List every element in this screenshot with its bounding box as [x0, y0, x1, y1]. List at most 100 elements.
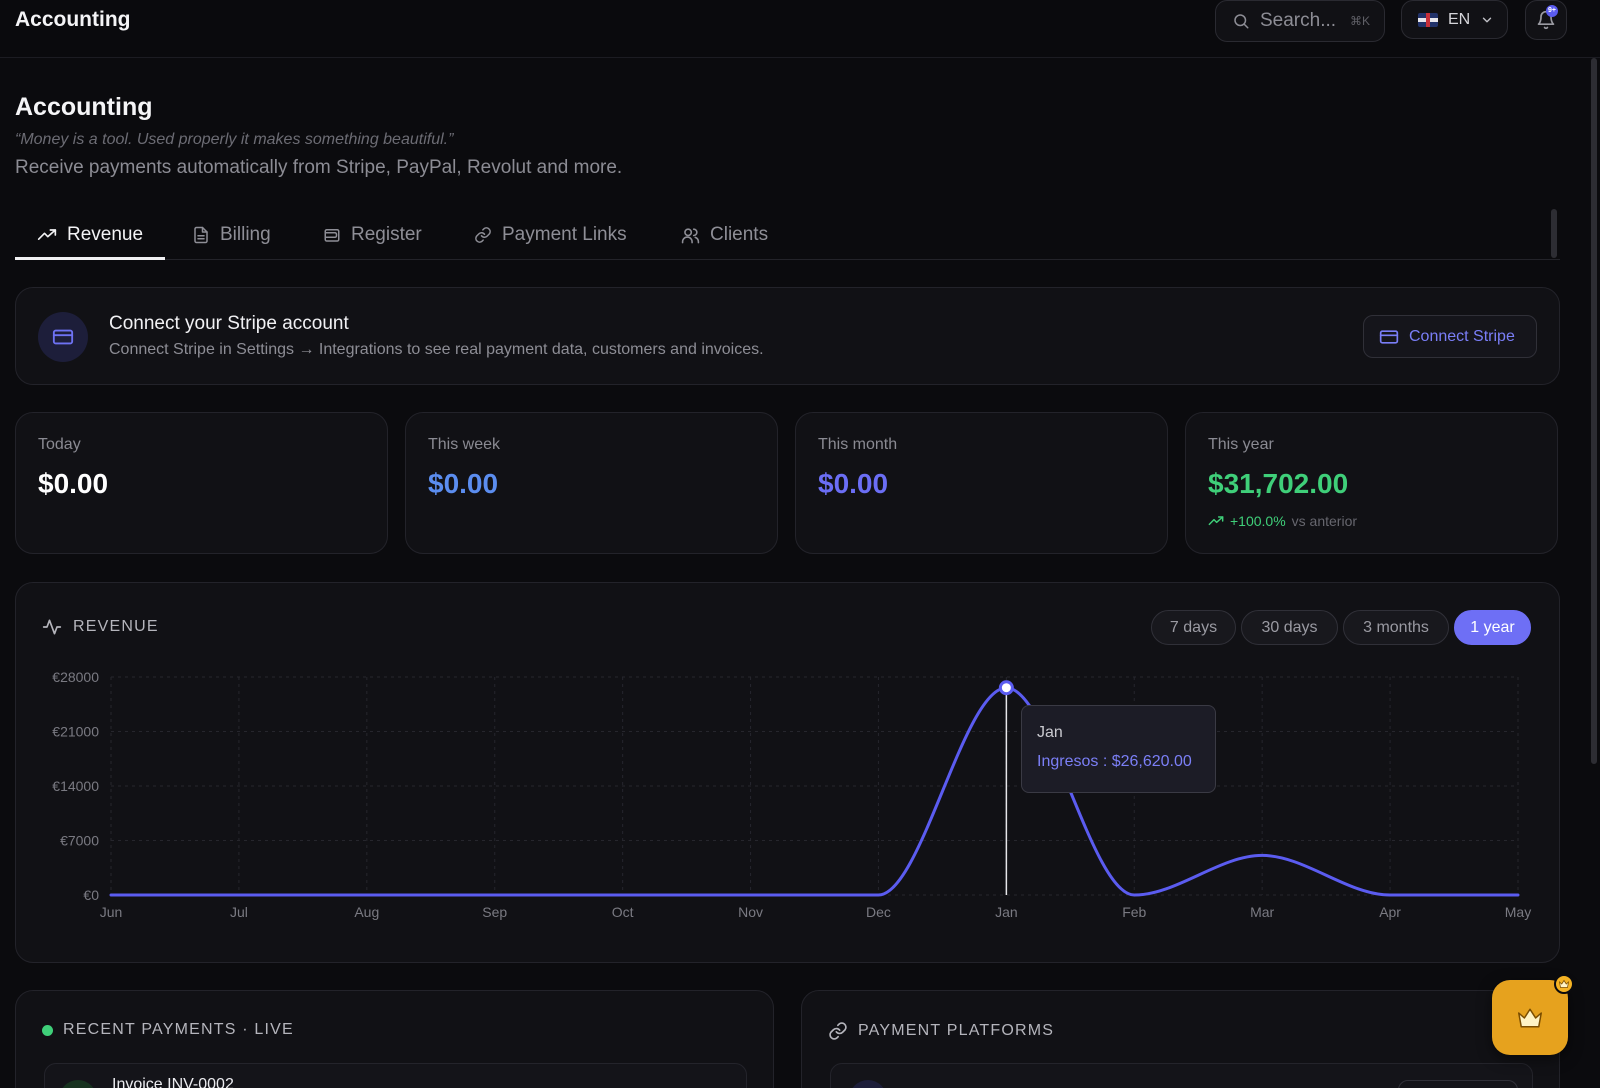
y-tick-label: €7000	[60, 833, 99, 849]
x-tick-label: Jan	[995, 904, 1018, 920]
bell-icon	[1536, 10, 1556, 30]
tab-label: Clients	[710, 224, 769, 245]
premium-fab-button[interactable]	[1492, 974, 1574, 1055]
range-7-days-button[interactable]: 7 days	[1151, 610, 1236, 645]
trending-up-icon	[37, 225, 57, 245]
y-tick-label: €14000	[52, 778, 99, 794]
stripe-banner-title: Connect your Stripe account	[109, 313, 349, 334]
search-icon	[1232, 12, 1250, 30]
users-icon	[681, 226, 700, 245]
chart-tooltip: Jan Ingresos : $26,620.00	[1021, 705, 1216, 793]
file-text-icon	[192, 226, 210, 244]
top-bar: Accounting Search... ⌘K EN 9+	[0, 0, 1600, 58]
tab-register[interactable]: Register	[323, 210, 422, 260]
range-3-months-button[interactable]: 3 months	[1343, 610, 1449, 645]
language-selector[interactable]: EN	[1401, 0, 1508, 39]
tab-label: Register	[351, 224, 422, 245]
stat-value: $0.00	[818, 468, 889, 499]
payment-platforms-card: PAYMENT PLATFORMS	[801, 990, 1560, 1088]
active-tab-indicator	[15, 257, 165, 260]
tab-label: Revenue	[67, 224, 144, 245]
stat-value: $0.00	[428, 468, 499, 499]
platform-avatar	[849, 1080, 887, 1088]
stat-label: This month	[818, 436, 898, 453]
payment-platforms-heading-label: PAYMENT PLATFORMS	[858, 1022, 1055, 1039]
x-tick-label: Aug	[354, 904, 379, 920]
trending-up-icon	[1208, 513, 1224, 529]
x-tick-label: Nov	[738, 904, 763, 920]
notification-badge: 9+	[1546, 5, 1558, 17]
stripe-banner-description: Connect Stripe in Settings → Integration…	[109, 341, 764, 358]
tooltip-value: Ingresos : $26,620.00	[1037, 753, 1192, 770]
tab-payment-links[interactable]: Payment Links	[474, 210, 627, 260]
stat-label: This year	[1208, 436, 1274, 453]
stat-label: This week	[428, 436, 501, 453]
recent-payments-heading-label: RECENT PAYMENTS · LIVE	[63, 1021, 294, 1038]
chevron-down-icon	[1480, 13, 1494, 27]
connect-stripe-button[interactable]: Connect Stripe	[1363, 315, 1537, 358]
tab-label: Billing	[220, 224, 271, 245]
x-tick-label: Apr	[1379, 904, 1401, 920]
payment-title: Invoice INV-0002	[112, 1076, 234, 1088]
stat-card-today: Today $0.00	[15, 412, 388, 554]
tabs-scrollbar[interactable]	[1551, 209, 1557, 258]
link-icon	[828, 1021, 848, 1041]
active-data-point	[998, 680, 1014, 696]
tooltip-label: Jan	[1037, 724, 1063, 741]
notifications-button[interactable]: 9+	[1525, 0, 1567, 40]
platform-action-button[interactable]	[1398, 1080, 1518, 1088]
tab-billing[interactable]: Billing	[192, 210, 271, 260]
uk-flag-icon	[1418, 12, 1438, 27]
tab-label: Payment Links	[502, 224, 627, 245]
stat-value: $31,702.00	[1208, 468, 1349, 499]
y-tick-label: €0	[83, 887, 99, 903]
tab-revenue[interactable]: Revenue	[37, 210, 143, 260]
live-indicator	[42, 1024, 53, 1036]
x-tick-label: Jun	[100, 904, 123, 920]
language-code: EN	[1448, 10, 1471, 28]
revenue-chart-card: €0 €7000 €14000 €21000 €28000 Jun Jul Aug Sep Oct…	[15, 582, 1560, 963]
wallet-icon	[323, 226, 341, 244]
range-30-days-button[interactable]: 30 days	[1241, 610, 1338, 645]
stripe-connect-banner: Connect your Stripe account Connect Stri…	[15, 287, 1560, 385]
stat-label: Today	[38, 436, 81, 453]
page-quote: “Money is a tool. Used properly it makes…	[15, 131, 454, 148]
stat-card-week: This week $0.00	[405, 412, 778, 554]
link-icon	[474, 226, 492, 244]
y-tick-label: €28000	[52, 669, 99, 685]
list-item[interactable]: Invoice INV-0002	[44, 1063, 747, 1088]
recent-payments-heading: RECENT PAYMENTS · LIVE	[42, 1021, 294, 1039]
crown-icon	[1515, 1003, 1545, 1033]
stat-change-percent: +100.0%	[1230, 513, 1286, 529]
activity-icon	[42, 617, 62, 637]
page-scrollbar[interactable]	[1591, 58, 1597, 764]
search-shortcut: ⌘K	[1349, 14, 1370, 28]
list-item[interactable]	[830, 1063, 1533, 1088]
tab-clients[interactable]: Clients	[681, 210, 768, 260]
x-tick-label: Mar	[1250, 904, 1274, 920]
credit-card-icon	[1379, 327, 1399, 347]
search-placeholder: Search...	[1260, 10, 1337, 31]
x-tick-label: May	[1505, 904, 1531, 920]
series-line-ingresos	[109, 686, 1520, 897]
payment-avatar	[59, 1080, 97, 1088]
search-box[interactable]: Search... ⌘K	[1215, 0, 1385, 42]
revenue-chart: €0 €7000 €14000 €21000 €28000 Jun Jul Aug Sep Oct…	[52, 669, 1531, 920]
x-tick-label: Feb	[1122, 904, 1146, 920]
revenue-heading-label: REVENUE	[73, 618, 159, 635]
tab-bar: Revenue Billing Register Payment Links C…	[15, 210, 1560, 260]
revenue-heading: REVENUE	[42, 617, 159, 637]
page-subtitle: Receive payments automatically from Stri…	[15, 157, 623, 178]
y-tick-label: €21000	[52, 724, 99, 740]
x-tick-label: Sep	[482, 904, 507, 920]
stat-card-month: This month $0.00	[795, 412, 1168, 554]
connect-stripe-label: Connect Stripe	[1409, 327, 1515, 345]
stat-change-suffix: vs anterior	[1291, 513, 1358, 529]
range-1-year-button[interactable]: 1 year	[1454, 610, 1531, 645]
stat-change: +100.0% vs anterior	[1208, 513, 1357, 529]
stat-value: $0.00	[38, 468, 109, 499]
x-tick-label: Jul	[230, 904, 248, 920]
x-tick-label: Dec	[866, 904, 891, 920]
app-title: Accounting	[15, 8, 131, 31]
payment-platforms-heading: PAYMENT PLATFORMS	[828, 1021, 1054, 1041]
